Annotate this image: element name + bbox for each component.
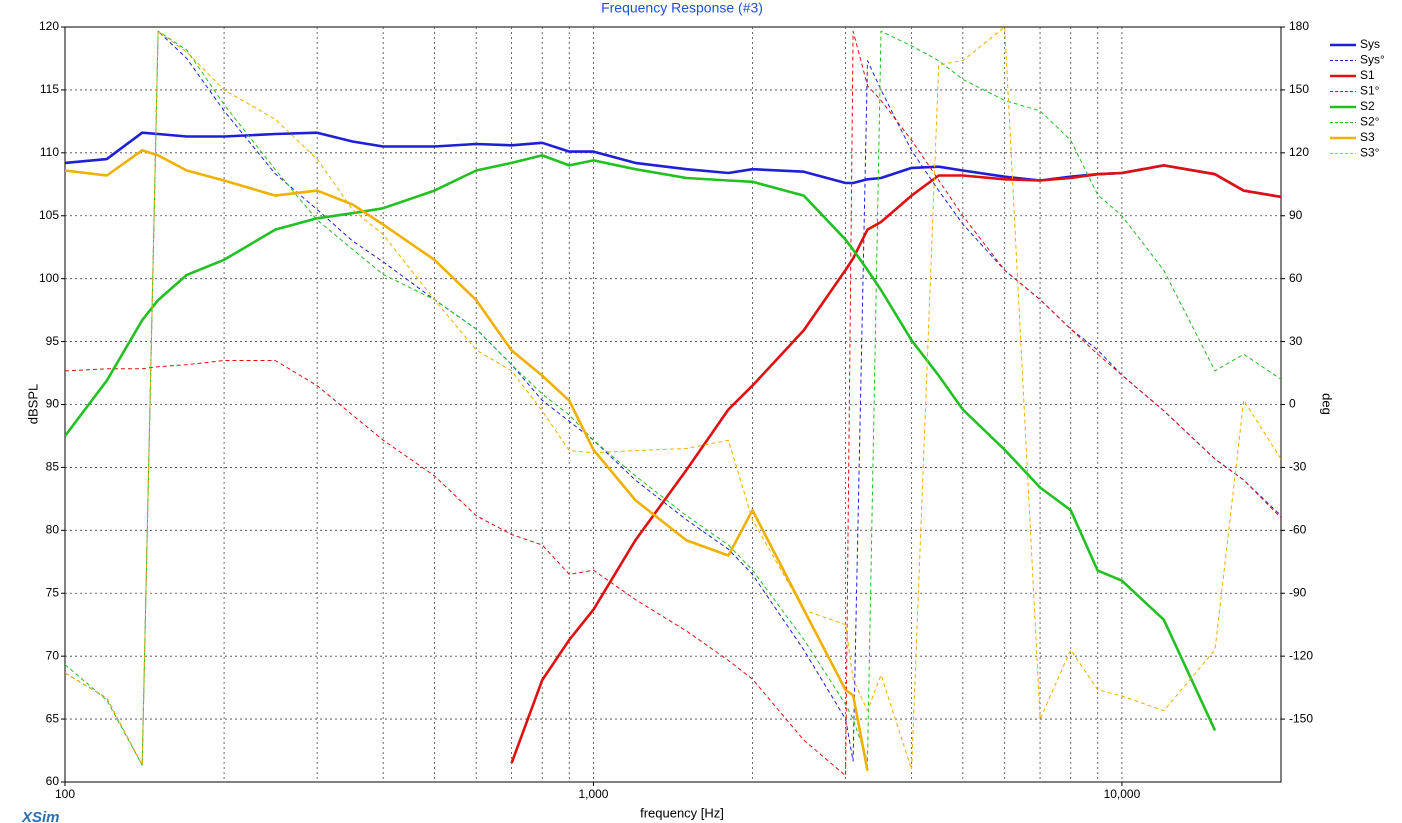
y2-tick-label: 0	[1289, 397, 1296, 411]
y2-tick-label: 90	[1289, 208, 1303, 222]
y-tick-label: 85	[46, 460, 60, 474]
y-tick-label: 90	[46, 397, 60, 411]
magnitude-line	[510, 164, 1281, 764]
x-tick-label: 10,000	[1104, 787, 1141, 801]
y-tick-label: 60	[46, 774, 60, 788]
legend-label: Sys°	[1360, 53, 1385, 67]
watermark: XSim	[21, 809, 60, 823]
y-tick-label: 100	[39, 271, 59, 285]
magnitude-line	[65, 154, 1217, 731]
y-tick-label: 80	[46, 523, 60, 537]
legend-label: S1	[1360, 68, 1375, 82]
x-tick-label: 1,000	[578, 787, 608, 801]
x-axis-label: frequency [Hz]	[640, 805, 724, 820]
y-tick-label: 70	[46, 648, 60, 662]
y2-tick-label: -90	[1289, 585, 1307, 599]
chart-title: Frequency Response (#3)	[601, 0, 763, 16]
legend-label: Sys	[1360, 37, 1380, 51]
legend-label: S1°	[1360, 84, 1380, 98]
y-tick-label: 65	[46, 711, 60, 725]
y-tick-label: 105	[39, 208, 59, 222]
y2-tick-label: -150	[1289, 711, 1313, 725]
y2-tick-label: 180	[1289, 19, 1309, 33]
magnitude-line	[65, 149, 869, 771]
y-tick-label: 115	[40, 82, 59, 96]
y-tick-label: 120	[39, 19, 59, 33]
legend-label: S2	[1360, 99, 1375, 113]
phase-line	[65, 30, 1281, 777]
phase-line	[65, 30, 1281, 766]
x-tick-label: 100	[55, 787, 75, 801]
legend-label: S3°	[1360, 146, 1380, 160]
plot-area	[64, 26, 1282, 783]
y2-tick-label: 120	[1289, 145, 1309, 159]
y2-axis-label: deg	[1320, 393, 1335, 415]
y2-tick-label: 30	[1289, 334, 1303, 348]
y-tick-label: 110	[40, 145, 59, 159]
y2-tick-label: -120	[1289, 648, 1313, 662]
phase-line	[65, 27, 1281, 770]
y-tick-label: 95	[46, 334, 60, 348]
y2-tick-label: 150	[1289, 82, 1309, 96]
y2-tick-label: -30	[1289, 460, 1307, 474]
phase-line	[65, 30, 1281, 766]
y-axis-label: dBSPL	[25, 384, 40, 424]
y2-tick-label: 60	[1289, 271, 1303, 285]
y2-tick-label: -60	[1289, 523, 1307, 537]
y-tick-label: 75	[46, 585, 60, 599]
legend-label: S3	[1360, 130, 1375, 144]
legend-label: S2°	[1360, 115, 1380, 129]
